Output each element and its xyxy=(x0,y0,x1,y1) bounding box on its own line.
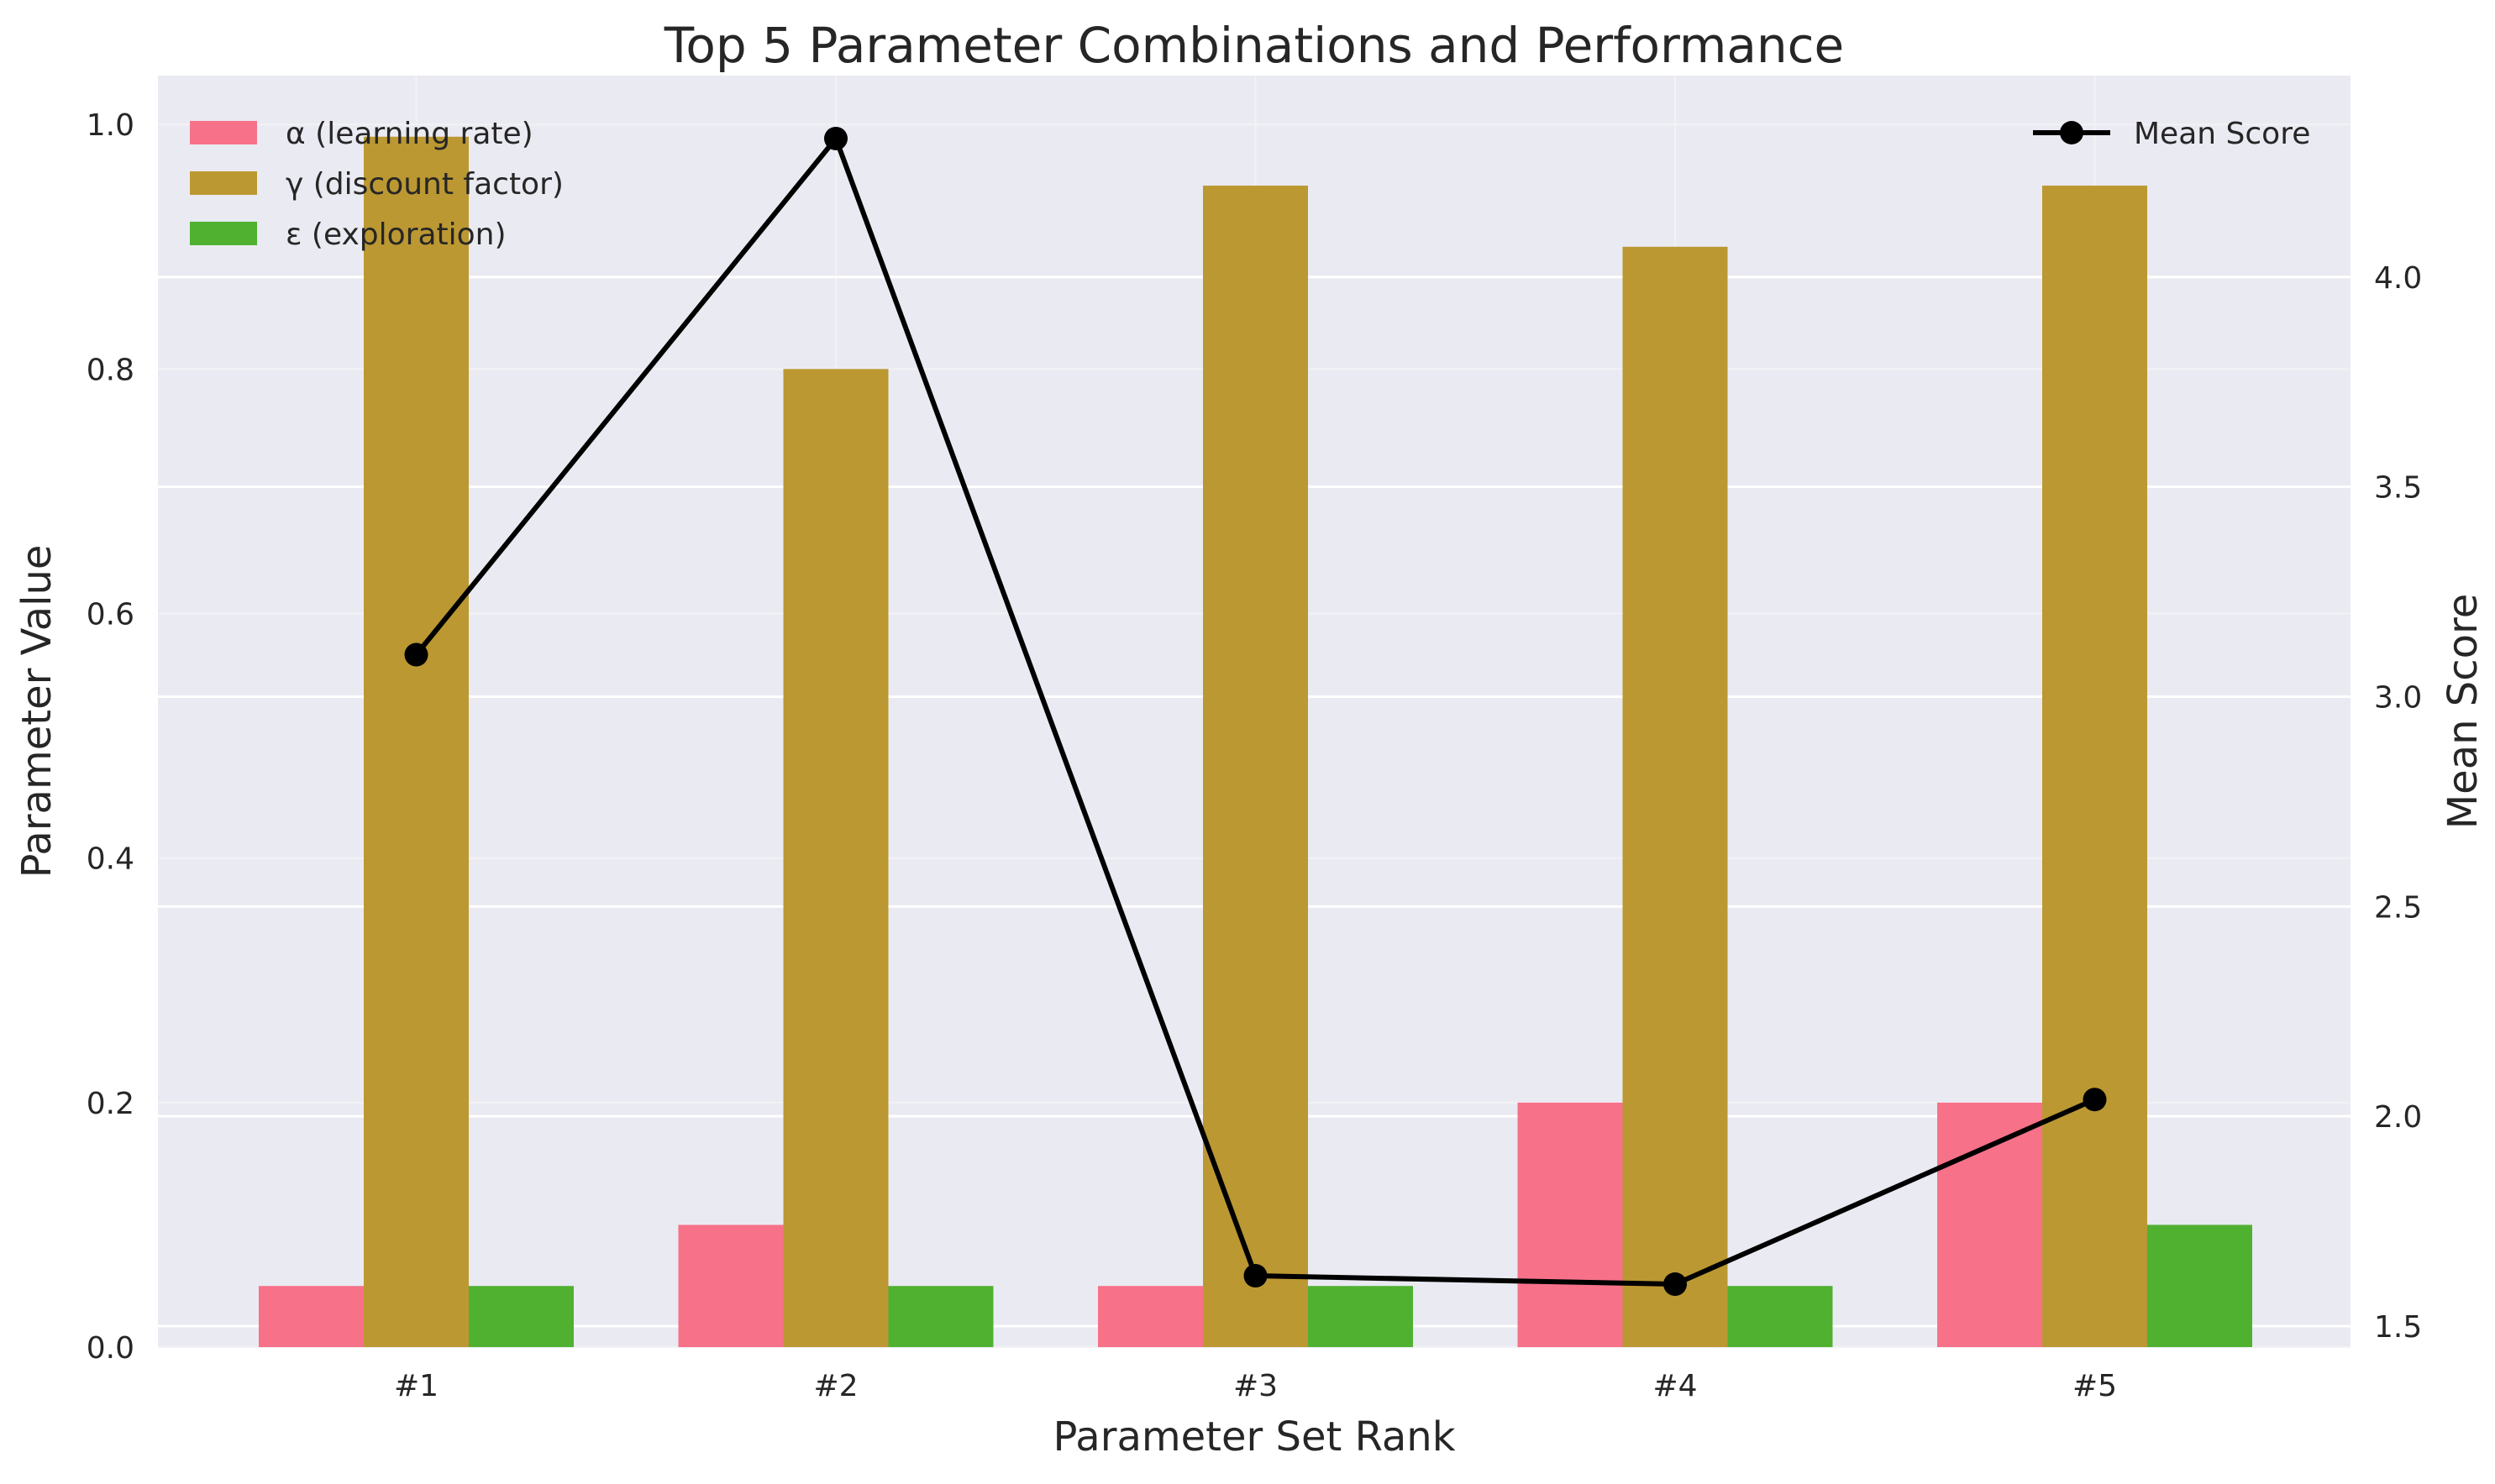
y-axis-label: Parameter Value xyxy=(13,545,60,878)
bar xyxy=(364,136,469,1348)
legend-mean-score: Mean Score xyxy=(2033,117,2310,151)
bar xyxy=(1203,186,1308,1347)
mean-score-line xyxy=(404,126,2107,1297)
mean-score-point xyxy=(1663,1272,1687,1297)
bar xyxy=(1937,1102,2042,1347)
y-tick-label: 0.6 xyxy=(87,598,134,632)
legend-swatch-mean-score-marker xyxy=(2060,121,2083,144)
y2-tick-label: 2.5 xyxy=(2374,890,2422,925)
y-tick-label: 0.2 xyxy=(87,1087,134,1121)
y-tick-label: 0.8 xyxy=(87,353,134,387)
bar xyxy=(1098,1286,1203,1347)
x-tick-label: #1 xyxy=(394,1369,439,1403)
legend-swatch-epsilon xyxy=(190,222,257,245)
bar xyxy=(888,1286,994,1347)
bar xyxy=(2042,186,2147,1347)
legend-label-gamma: γ (discount factor) xyxy=(286,167,564,202)
legend-parameters: α (learning rate) γ (discount factor) ε … xyxy=(190,117,564,252)
bar xyxy=(469,1286,574,1347)
y2-axis-label: Mean Score xyxy=(2440,594,2487,829)
y2-tick-label: 4.0 xyxy=(2374,261,2422,296)
axis-ticks: 0.0 0.2 0.4 0.6 0.8 1.0 #1 #2 #3 #4 #5 1.5 2.0 2.5 3.0… xyxy=(87,108,2423,1403)
x-tick-label: #3 xyxy=(1233,1369,1278,1403)
y2-tick-label: 3.5 xyxy=(2374,471,2422,506)
mean-score-point xyxy=(404,642,428,667)
bar xyxy=(2147,1224,2252,1347)
y-tick-label: 0.4 xyxy=(87,842,134,877)
bar xyxy=(678,1224,784,1347)
legend-label-alpha: α (learning rate) xyxy=(286,117,533,151)
legend-label-epsilon: ε (exploration) xyxy=(286,218,507,252)
x-tick-label: #5 xyxy=(2072,1369,2117,1403)
bar xyxy=(1727,1286,1833,1347)
chart-title: Top 5 Parameter Combinations and Perform… xyxy=(664,17,1844,74)
bar xyxy=(1622,246,1728,1348)
y2-tick-label: 3.0 xyxy=(2374,681,2422,716)
mean-score-point xyxy=(1243,1264,1268,1288)
bar xyxy=(259,1286,364,1347)
mean-score-point xyxy=(824,126,848,150)
bar xyxy=(783,369,889,1347)
bar xyxy=(1517,1102,1623,1347)
bar xyxy=(1308,1286,1413,1347)
legend-swatch-gamma xyxy=(190,171,257,195)
y-tick-label: 1.0 xyxy=(87,108,134,143)
legend-swatch-alpha xyxy=(190,121,257,144)
x-tick-label: #2 xyxy=(813,1369,858,1403)
y-tick-label: 0.0 xyxy=(87,1331,134,1366)
y2-tick-label: 1.5 xyxy=(2374,1310,2422,1345)
x-axis-label: Parameter Set Rank xyxy=(1053,1413,1456,1460)
legend-label-mean-score: Mean Score xyxy=(2134,117,2310,151)
bars xyxy=(259,136,2252,1348)
x-tick-label: #4 xyxy=(1652,1369,1697,1403)
mean-score-point xyxy=(2083,1088,2107,1112)
y2-tick-label: 2.0 xyxy=(2374,1100,2422,1135)
